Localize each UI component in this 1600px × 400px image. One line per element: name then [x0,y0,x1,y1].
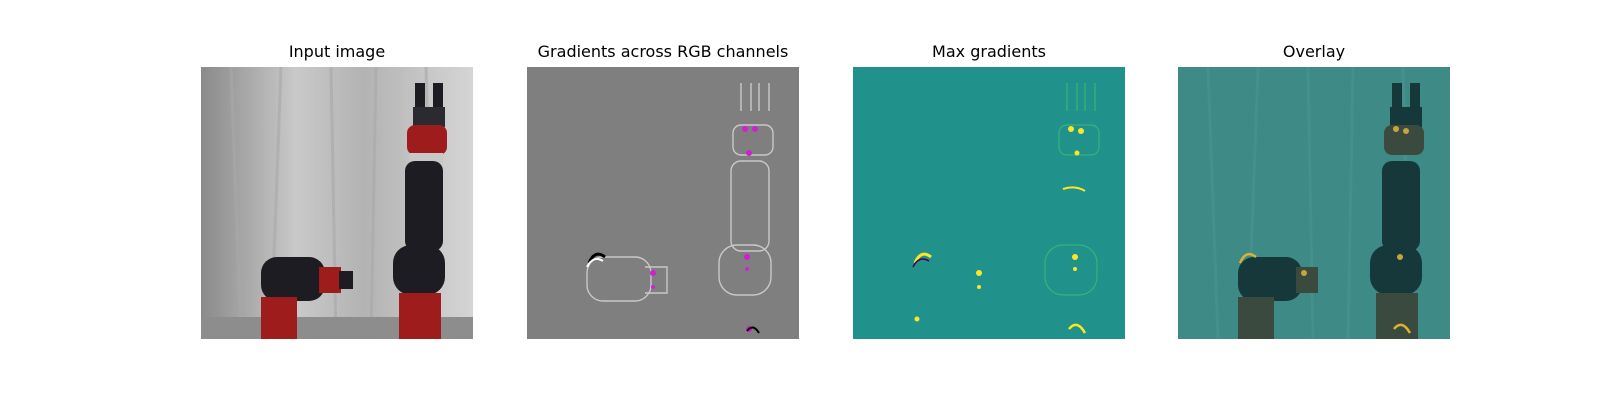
gradients-rgb-image [527,67,799,339]
robot-arm-short [261,257,353,339]
panel-title: Input image [288,42,386,61]
panel-overlay: Overlay [1178,0,1450,400]
panel-input-image: Input image [201,0,473,400]
panel-title: Max gradients [932,42,1046,61]
robot-arm-tall [393,83,447,339]
overlay-image [1178,67,1450,339]
gradient-hotspots [1301,126,1409,276]
panel-title: Overlay [1282,42,1346,61]
gradient-hotspots [914,126,1084,322]
max-gradients-image [853,67,1125,339]
gradient-hotspots [650,126,758,332]
input-image [201,67,473,339]
panel-title: Gradients across RGB channels [537,42,789,61]
panel-gradients-rgb: Gradients across RGB channels [527,0,799,400]
panel-max-gradients: Max gradients [853,0,1125,400]
